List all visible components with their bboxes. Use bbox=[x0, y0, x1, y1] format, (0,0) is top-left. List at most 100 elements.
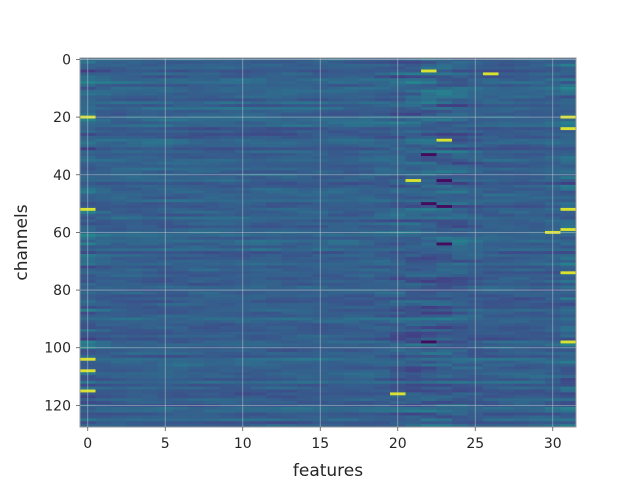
heatmap-cell bbox=[126, 161, 143, 166]
heatmap-cell bbox=[421, 132, 438, 137]
heatmap-cell bbox=[405, 245, 422, 249]
heatmap-cell bbox=[529, 398, 546, 402]
heatmap-cell bbox=[95, 418, 112, 422]
heatmap-cell bbox=[529, 216, 546, 221]
heatmap-cell bbox=[219, 340, 236, 344]
heatmap-cell bbox=[142, 303, 159, 307]
heatmap-cell bbox=[126, 377, 143, 382]
heatmap-cell bbox=[173, 138, 190, 143]
heatmap-cell bbox=[204, 101, 221, 105]
heatmap-cell bbox=[126, 210, 143, 215]
heatmap-cell bbox=[359, 144, 376, 148]
heatmap-cell bbox=[266, 150, 283, 154]
heatmap-cell bbox=[219, 395, 236, 399]
heatmap-cell bbox=[343, 98, 360, 102]
heatmap-cell bbox=[250, 147, 267, 151]
heatmap-cell bbox=[359, 164, 376, 169]
heatmap-cell bbox=[560, 153, 576, 157]
x-tick-label: 0 bbox=[83, 436, 92, 452]
heatmap-cell bbox=[173, 75, 190, 79]
heatmap-cell bbox=[281, 179, 298, 183]
heatmap-cell bbox=[405, 236, 422, 241]
heatmap-cell bbox=[126, 372, 143, 376]
heatmap-cell bbox=[95, 205, 112, 209]
heatmap-cell bbox=[173, 181, 190, 186]
heatmap-cell bbox=[359, 383, 376, 388]
heatmap-cell bbox=[95, 372, 112, 376]
heatmap-cell bbox=[297, 377, 314, 382]
heatmap-cell bbox=[498, 375, 515, 379]
heatmap-cell bbox=[529, 236, 546, 241]
heatmap-cell bbox=[126, 156, 143, 160]
heatmap-cell bbox=[514, 331, 531, 336]
heatmap-cell bbox=[343, 314, 360, 319]
heatmap-cell bbox=[142, 412, 159, 417]
heatmap-cell bbox=[374, 372, 391, 376]
heatmap-cell bbox=[452, 265, 469, 270]
heatmap-cell bbox=[95, 360, 112, 365]
heatmap-cell bbox=[405, 205, 422, 209]
heatmap-cell bbox=[281, 121, 298, 125]
heatmap-cell bbox=[436, 360, 453, 365]
heatmap-cell bbox=[111, 233, 128, 238]
heatmap-cell bbox=[436, 181, 453, 186]
heatmap-cell bbox=[111, 86, 128, 91]
heatmap-cell bbox=[219, 392, 236, 396]
heatmap-cell bbox=[498, 248, 515, 252]
heatmap-cell bbox=[250, 153, 267, 157]
heatmap-cell bbox=[266, 75, 283, 79]
heatmap-cell bbox=[328, 256, 345, 261]
heatmap-cell bbox=[421, 222, 438, 226]
heatmap-cell bbox=[514, 225, 531, 229]
heatmap-cell bbox=[359, 219, 376, 223]
heatmap-cell bbox=[514, 265, 531, 270]
heatmap-cell bbox=[111, 424, 128, 427]
heatmap-cell bbox=[297, 401, 314, 405]
heatmap-cell bbox=[343, 248, 360, 252]
heatmap-cell bbox=[560, 205, 576, 209]
heatmap-cell bbox=[219, 331, 236, 336]
heatmap-cell bbox=[374, 92, 391, 97]
heatmap-cell bbox=[560, 170, 576, 174]
heatmap-cell bbox=[328, 409, 345, 414]
heatmap-cell bbox=[405, 343, 422, 347]
heatmap-cell bbox=[514, 205, 531, 209]
heatmap-cell bbox=[250, 398, 267, 402]
heatmap-cell bbox=[529, 262, 546, 267]
heatmap-cell bbox=[328, 205, 345, 209]
heatmap-cell bbox=[297, 248, 314, 252]
heatmap-cell bbox=[498, 138, 515, 143]
heatmap-cell bbox=[188, 202, 205, 206]
heatmap-cell bbox=[452, 150, 469, 154]
heatmap-cell bbox=[374, 121, 391, 125]
heatmap-cell bbox=[111, 303, 128, 307]
heatmap-cell bbox=[483, 167, 500, 172]
heatmap-cell bbox=[297, 107, 314, 111]
heatmap-cell bbox=[126, 199, 143, 203]
heatmap-cell bbox=[560, 210, 576, 215]
heatmap-cell bbox=[219, 112, 236, 117]
heatmap-cell bbox=[498, 153, 515, 157]
heatmap-cell bbox=[560, 360, 576, 365]
heatmap-cell bbox=[498, 328, 515, 333]
heatmap-cell bbox=[188, 386, 205, 391]
heatmap-cell bbox=[374, 138, 391, 143]
heatmap-cell bbox=[219, 334, 236, 339]
heatmap-cell bbox=[405, 75, 422, 79]
heatmap-cell bbox=[498, 326, 515, 330]
heatmap-cell bbox=[374, 81, 391, 85]
heatmap-cell bbox=[111, 167, 128, 172]
heatmap-cell bbox=[328, 395, 345, 399]
heatmap-cell bbox=[297, 213, 314, 218]
heatmap-cell bbox=[405, 233, 422, 238]
heatmap-cell bbox=[421, 233, 438, 238]
heatmap-cell bbox=[126, 164, 143, 169]
heatmap-cell bbox=[250, 63, 267, 68]
heatmap-cell bbox=[250, 181, 267, 186]
heatmap-cell bbox=[250, 328, 267, 333]
heatmap-cell bbox=[328, 72, 345, 76]
heatmap-cell bbox=[250, 225, 267, 229]
heatmap-cell bbox=[297, 328, 314, 333]
heatmap-cell bbox=[111, 375, 128, 379]
heatmap-cell bbox=[142, 242, 159, 246]
